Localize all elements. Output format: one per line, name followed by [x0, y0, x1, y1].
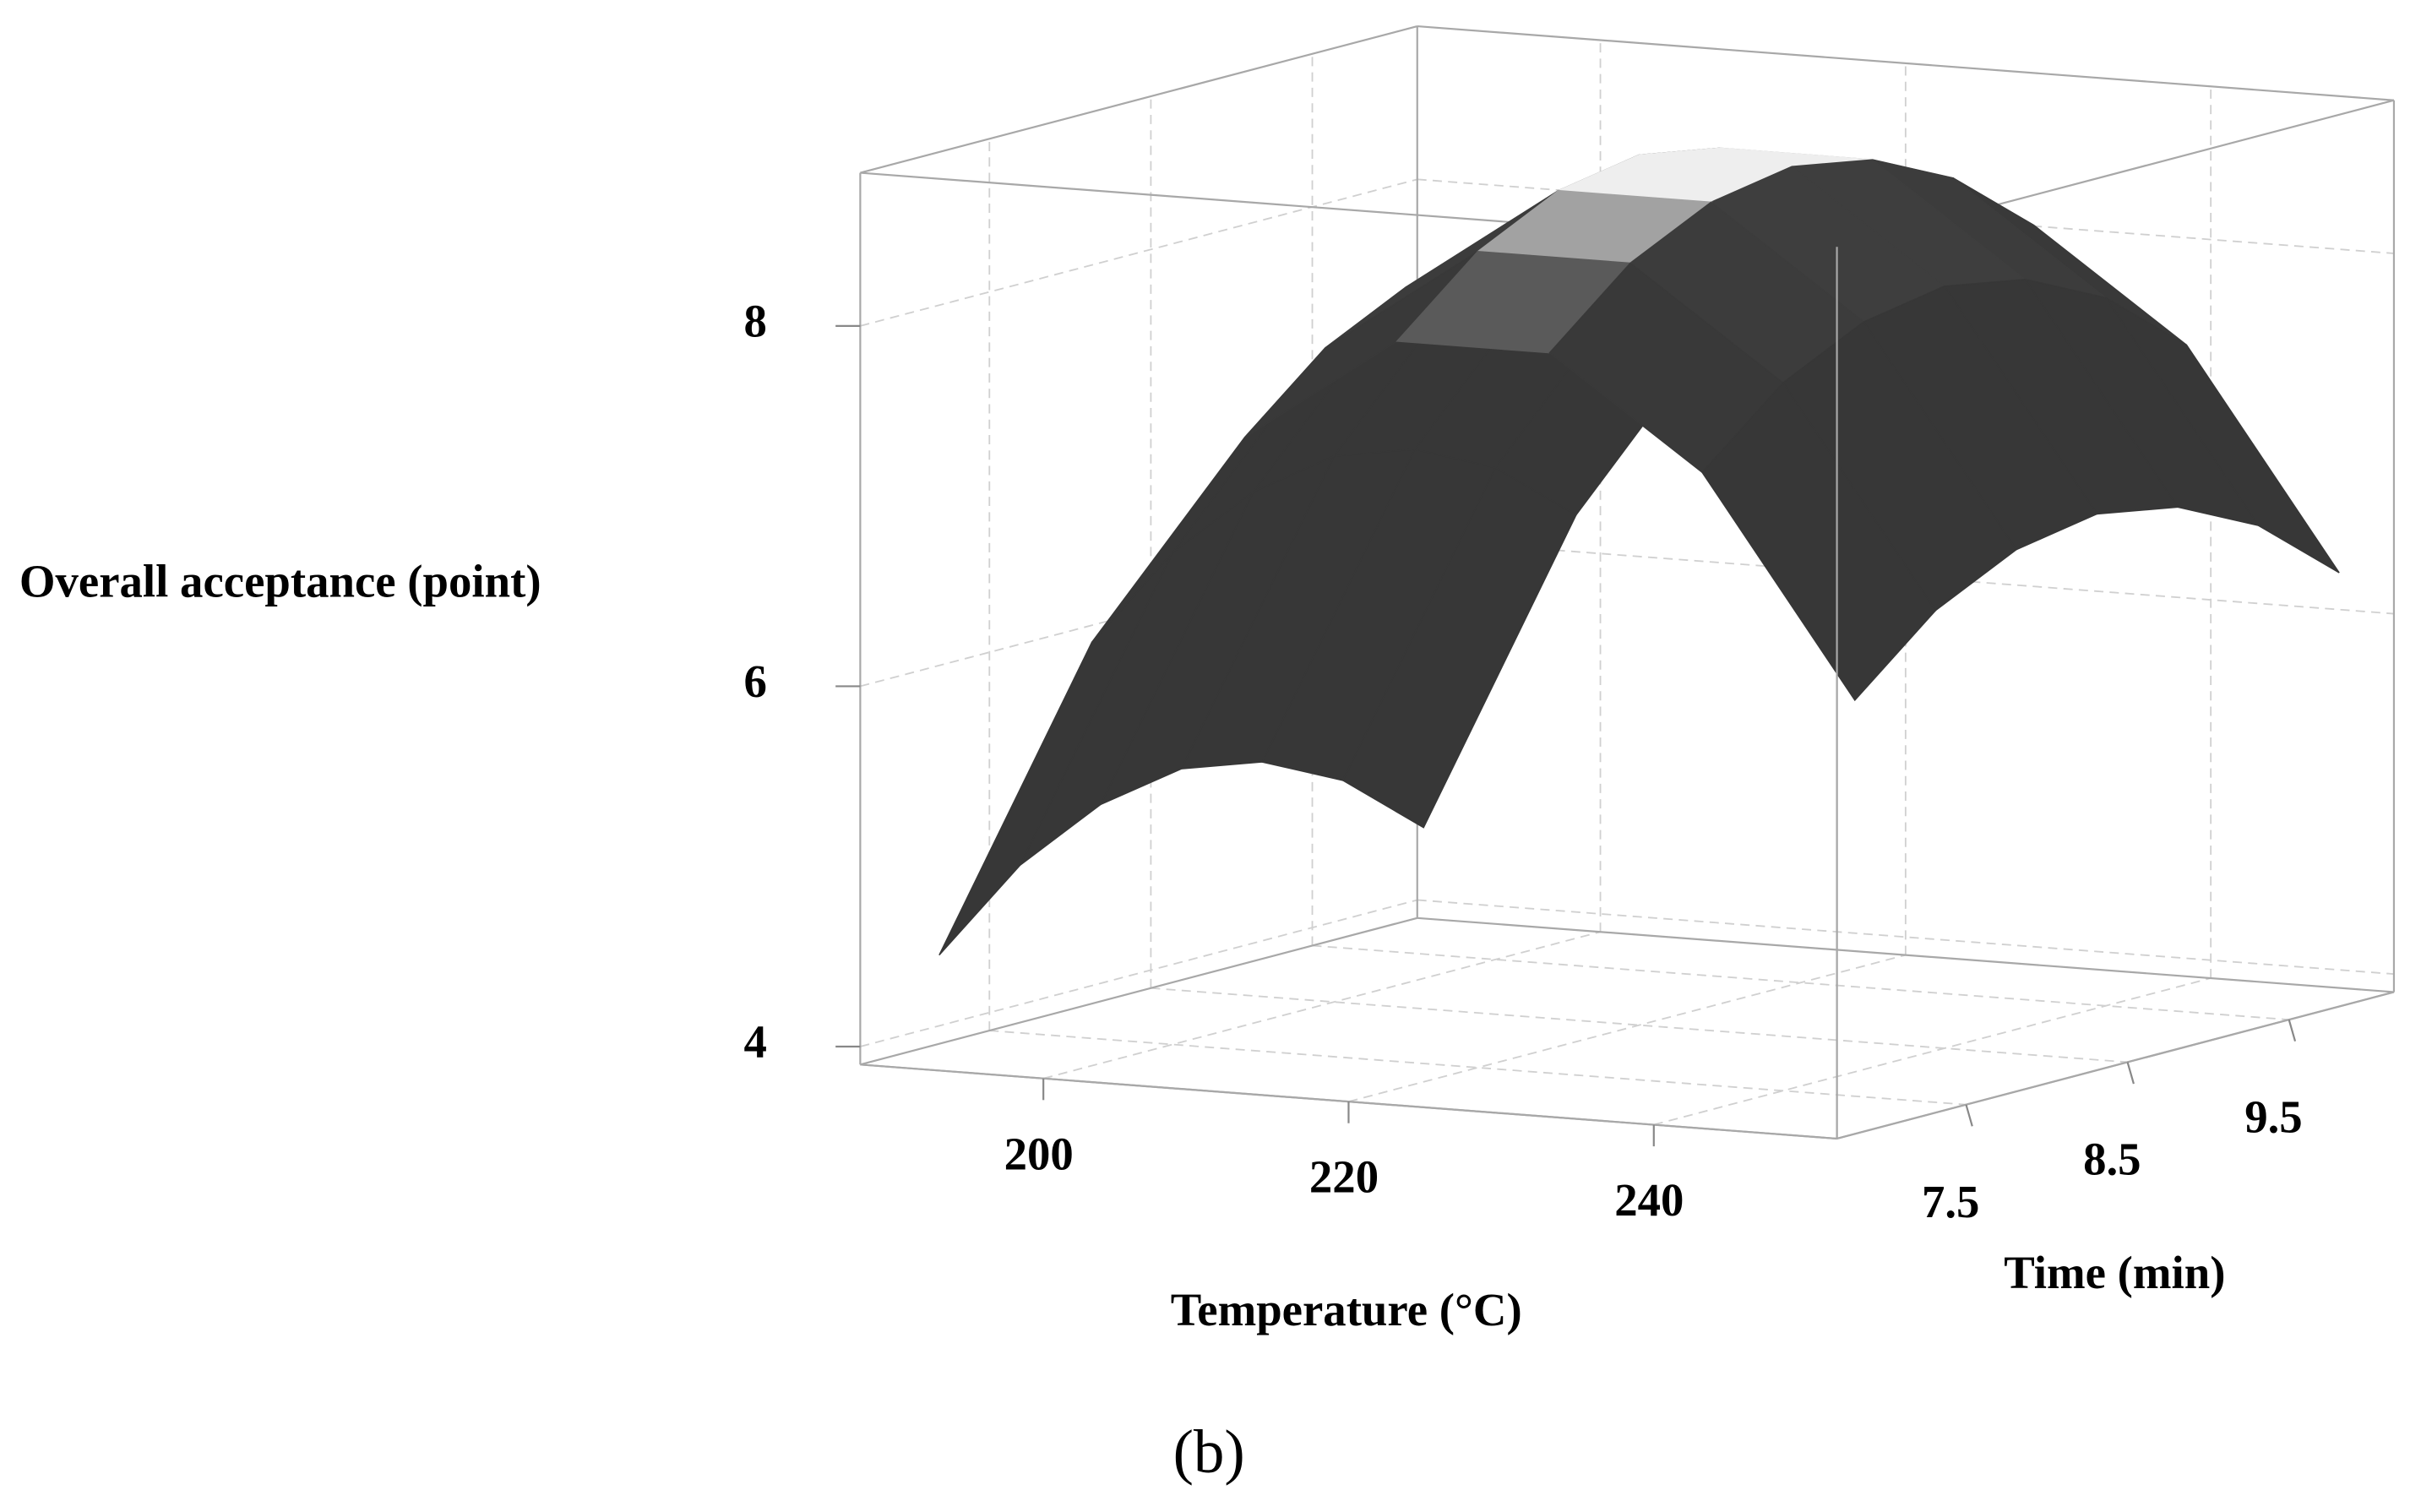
- z-tick-label: 6: [743, 655, 766, 707]
- x-tick-label: 200: [1004, 1128, 1074, 1179]
- box-edge: [1836, 991, 2395, 1140]
- grid-line: [1042, 931, 1601, 1080]
- box-edge: [860, 916, 1418, 1066]
- y-tick: [2288, 1019, 2297, 1042]
- grid-line: [1417, 899, 2395, 976]
- box-edge: [1417, 24, 2395, 101]
- grid-line: [1417, 538, 2395, 615]
- y-tick: [1965, 1104, 1973, 1127]
- z-tick-label: 4: [743, 1016, 766, 1068]
- grid-line: [860, 899, 1417, 1047]
- grid-line: [1312, 944, 2289, 1021]
- y-axis-title: Time (min): [2004, 1247, 2225, 1298]
- surface-patch: [1701, 381, 1937, 702]
- y-tick: [2126, 1062, 2135, 1085]
- x-tick-label: 240: [1614, 1174, 1684, 1226]
- grid-line: [1653, 977, 2212, 1126]
- y-tick-label: 7.5: [1922, 1176, 1979, 1227]
- z-axis-title: Overall acceptance (point): [19, 556, 541, 607]
- caption: (b): [1173, 1417, 1245, 1486]
- grid-line: [989, 1030, 1967, 1106]
- z-tick-label: 8: [743, 295, 766, 346]
- grid-line: [1151, 987, 2128, 1063]
- grid-line: [860, 178, 1417, 327]
- surface: [938, 147, 2340, 956]
- box-edge: [860, 24, 1418, 174]
- y-tick-label: 9.5: [2244, 1090, 2302, 1142]
- x-tick-label: 220: [1309, 1151, 1379, 1203]
- x-axis-title: Temperature (°C): [1171, 1284, 1522, 1335]
- grid-line: [1348, 954, 1907, 1103]
- box-edge: [1417, 916, 2395, 993]
- y-tick-label: 8.5: [2083, 1134, 2141, 1185]
